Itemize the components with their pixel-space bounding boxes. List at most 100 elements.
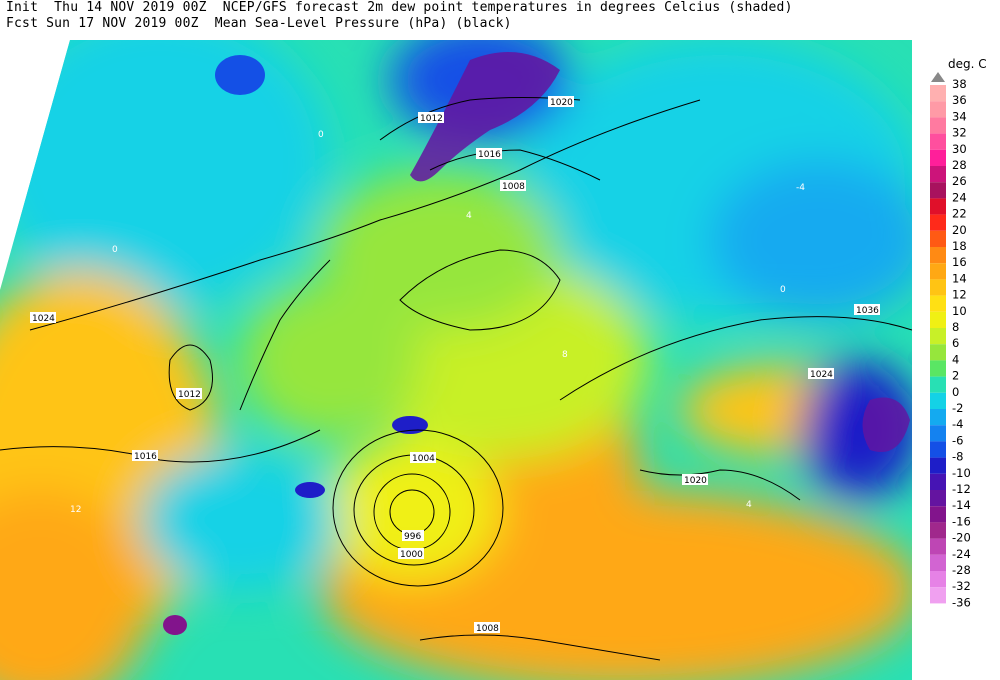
temp-label-0: 0 bbox=[318, 130, 324, 140]
isobar-label-996: 996 bbox=[404, 532, 421, 542]
temp-label-0-east: 0 bbox=[780, 285, 786, 295]
legend-level-label: 28 bbox=[952, 158, 967, 172]
isobar-label-1000: 1000 bbox=[400, 550, 423, 560]
legend-level-label: -24 bbox=[952, 547, 971, 561]
legend-swatch bbox=[930, 376, 946, 393]
legend-level-label: 14 bbox=[952, 271, 967, 285]
legend-level-label: 34 bbox=[952, 109, 967, 123]
legend-level-label: -32 bbox=[952, 579, 971, 593]
legend-level-label: -16 bbox=[952, 514, 971, 528]
isobar-label-1012-loop: 1012 bbox=[178, 390, 201, 400]
isobar-label-1016-west: 1016 bbox=[134, 452, 157, 462]
legend-swatch bbox=[930, 554, 946, 571]
temperature-labels: 0 4 8 12 -4 0 0 4 bbox=[70, 130, 805, 515]
legend-swatch bbox=[930, 425, 946, 442]
legend-level-label: 22 bbox=[952, 207, 967, 221]
legend-swatch bbox=[930, 198, 946, 215]
temp-label-12: 12 bbox=[70, 505, 81, 515]
header-init-line: Init Thu 14 NOV 2019 00Z NCEP/GFS foreca… bbox=[6, 0, 793, 15]
isobar-1012-north bbox=[379, 97, 581, 141]
isobar-label-1008: 1008 bbox=[502, 182, 525, 192]
legend-swatch bbox=[930, 101, 946, 118]
legend-swatch bbox=[930, 360, 946, 377]
legend-level-label: 10 bbox=[952, 304, 967, 318]
legend-swatch bbox=[930, 473, 946, 490]
temp-label-8: 8 bbox=[562, 350, 568, 360]
legend-level-label: -10 bbox=[952, 466, 971, 480]
legend-swatch bbox=[930, 263, 946, 280]
isobar-1016 bbox=[0, 429, 321, 463]
isobar-label-1008-south: 1008 bbox=[476, 624, 499, 634]
legend-swatch bbox=[930, 295, 946, 312]
temp-label-neg4: -4 bbox=[796, 183, 805, 193]
legend-swatch bbox=[930, 166, 946, 183]
legend-level-label: -4 bbox=[952, 417, 963, 431]
legend-level-label: -8 bbox=[952, 450, 963, 464]
legend-level-label: -2 bbox=[952, 401, 963, 415]
cold-pockets bbox=[163, 52, 910, 635]
shaded-dewpoint-field bbox=[0, 40, 912, 680]
legend-level-label: 12 bbox=[952, 288, 967, 302]
isobar-labels: 1012 1016 1008 1020 1024 1036 1004 1000 … bbox=[30, 96, 880, 634]
legend-swatch bbox=[930, 587, 946, 604]
header-forecast-line: Fcst Sun 17 NOV 2019 00Z Mean Sea-Level … bbox=[6, 16, 512, 31]
legend-level-label: -6 bbox=[952, 433, 963, 447]
isobar-1020-east bbox=[639, 469, 801, 501]
legend-swatch bbox=[930, 409, 946, 426]
isobar-1024 bbox=[29, 99, 701, 331]
legend-level-label: 2 bbox=[952, 369, 959, 383]
legend-level-label: -36 bbox=[952, 595, 971, 609]
isobar-1016-north bbox=[429, 149, 601, 181]
isobar-label-1004: 1004 bbox=[412, 454, 435, 464]
legend-swatch bbox=[930, 441, 946, 458]
legend-level-label: -20 bbox=[952, 531, 971, 545]
isobar-1012-loop bbox=[168, 344, 213, 411]
legend-level-label: 16 bbox=[952, 255, 967, 269]
isobar-1036 bbox=[559, 316, 912, 401]
legend-level-label: 32 bbox=[952, 126, 967, 140]
isobar-1012-west bbox=[239, 259, 331, 411]
isobar-label-1016: 1016 bbox=[478, 150, 501, 160]
legend-level-label: 30 bbox=[952, 142, 967, 156]
legend-swatch bbox=[930, 311, 946, 328]
legend-level-label: 18 bbox=[952, 239, 967, 253]
isobar-label-1020: 1020 bbox=[550, 98, 573, 108]
legend-swatch bbox=[930, 214, 946, 231]
legend-swatch bbox=[930, 117, 946, 134]
legend-level-label: -28 bbox=[952, 563, 971, 577]
legend-level-label: 6 bbox=[952, 336, 959, 350]
legend-level-label: -12 bbox=[952, 482, 971, 496]
isobar-label-1024: 1024 bbox=[32, 314, 55, 324]
temp-label-4-east: 4 bbox=[746, 500, 752, 510]
legend-swatch bbox=[930, 149, 946, 166]
legend-swatch bbox=[930, 247, 946, 264]
legend-swatch bbox=[930, 392, 946, 409]
isobar-1008-north bbox=[399, 249, 561, 331]
legend-swatch bbox=[930, 490, 946, 507]
isobar-label-1020-east: 1020 bbox=[684, 476, 707, 486]
legend-swatch bbox=[930, 230, 946, 247]
legend-level-label: -14 bbox=[952, 498, 971, 512]
legend-level-label: 24 bbox=[952, 190, 967, 204]
legend-swatch bbox=[930, 457, 946, 474]
europe-dewpoint-map: 1012 1016 1008 1020 1024 1036 1004 1000 … bbox=[0, 40, 912, 680]
isobar-1008-south bbox=[419, 634, 661, 661]
legend-swatch bbox=[930, 328, 946, 345]
legend-level-label: 26 bbox=[952, 174, 967, 188]
legend-swatch bbox=[930, 279, 946, 296]
legend-triangle-icon bbox=[931, 72, 945, 82]
legend-swatch bbox=[930, 344, 946, 361]
color-legend: 38363432302826242220181614121086420-2-4-… bbox=[930, 72, 971, 609]
temp-label-4: 4 bbox=[466, 211, 472, 221]
legend-swatch bbox=[930, 506, 946, 523]
isobar-label-1036: 1036 bbox=[856, 306, 879, 316]
legend-level-label: 0 bbox=[952, 385, 959, 399]
isobar-1008-inner bbox=[332, 429, 504, 587]
legend-unit: deg. C bbox=[948, 57, 987, 71]
isobar-label-1012: 1012 bbox=[420, 114, 443, 124]
temp-label-0-west: 0 bbox=[112, 245, 118, 255]
legend-swatch bbox=[930, 522, 946, 539]
legend-level-label: 36 bbox=[952, 93, 967, 107]
legend-swatch bbox=[930, 571, 946, 588]
isobar-label-1024-east: 1024 bbox=[810, 370, 833, 380]
